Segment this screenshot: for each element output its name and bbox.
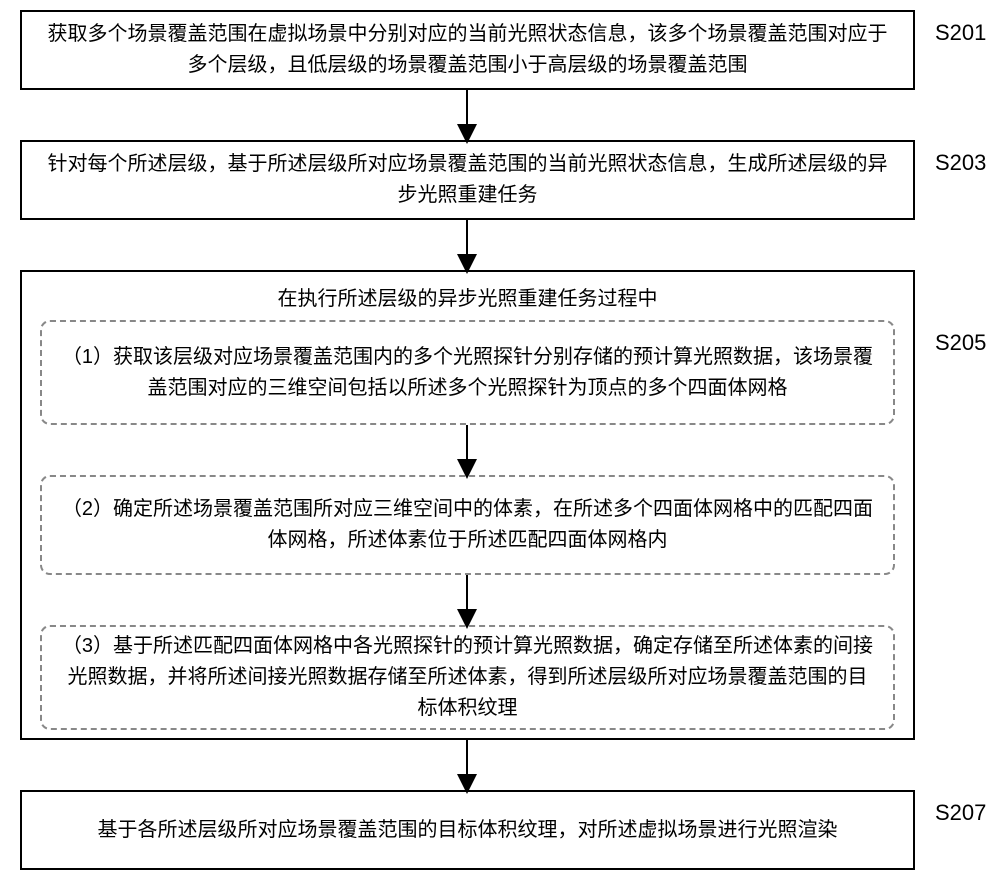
step-s201-label: S201 — [935, 20, 986, 46]
step-s203-label: S203 — [935, 150, 986, 176]
flowchart-canvas: 获取多个场景覆盖范围在虚拟场景中分别对应的当前光照状态信息，该多个场景覆盖范围对… — [0, 0, 1000, 885]
step-s205-label: S205 — [935, 330, 986, 356]
step-s205-sub2: （2）确定所述场景覆盖范围所对应三维空间中的体素，在所述多个四面体网格中的匹配四… — [40, 475, 895, 575]
step-s207-label: S207 — [935, 800, 986, 826]
step-s201-text: 获取多个场景覆盖范围在虚拟场景中分别对应的当前光照状态信息，该多个场景覆盖范围对… — [42, 19, 893, 81]
step-s205-sub3-text: （3）基于所述匹配四面体网格中各光照探针的预计算光照数据，确定存储至所述体素的间… — [60, 631, 875, 724]
step-s203-text: 针对每个所述层级，基于所述层级所对应场景覆盖范围的当前光照状态信息，生成所述层级… — [42, 149, 893, 211]
step-s203: 针对每个所述层级，基于所述层级所对应场景覆盖范围的当前光照状态信息，生成所述层级… — [20, 140, 915, 220]
step-s205-sub3: （3）基于所述匹配四面体网格中各光照探针的预计算光照数据，确定存储至所述体素的间… — [40, 625, 895, 730]
step-s205-sub1-text: （1）获取该层级对应场景覆盖范围内的多个光照探针分别存储的预计算光照数据，该场景… — [60, 342, 875, 404]
step-s207: 基于各所述层级所对应场景覆盖范围的目标体积纹理，对所述虚拟场景进行光照渲染 — [20, 790, 915, 870]
step-s205-title: 在执行所述层级的异步光照重建任务过程中 — [20, 282, 915, 311]
step-s205-sub2-text: （2）确定所述场景覆盖范围所对应三维空间中的体素，在所述多个四面体网格中的匹配四… — [60, 494, 875, 556]
step-s201: 获取多个场景覆盖范围在虚拟场景中分别对应的当前光照状态信息，该多个场景覆盖范围对… — [20, 10, 915, 90]
step-s207-text: 基于各所述层级所对应场景覆盖范围的目标体积纹理，对所述虚拟场景进行光照渲染 — [98, 815, 838, 846]
step-s205-sub1: （1）获取该层级对应场景覆盖范围内的多个光照探针分别存储的预计算光照数据，该场景… — [40, 320, 895, 425]
